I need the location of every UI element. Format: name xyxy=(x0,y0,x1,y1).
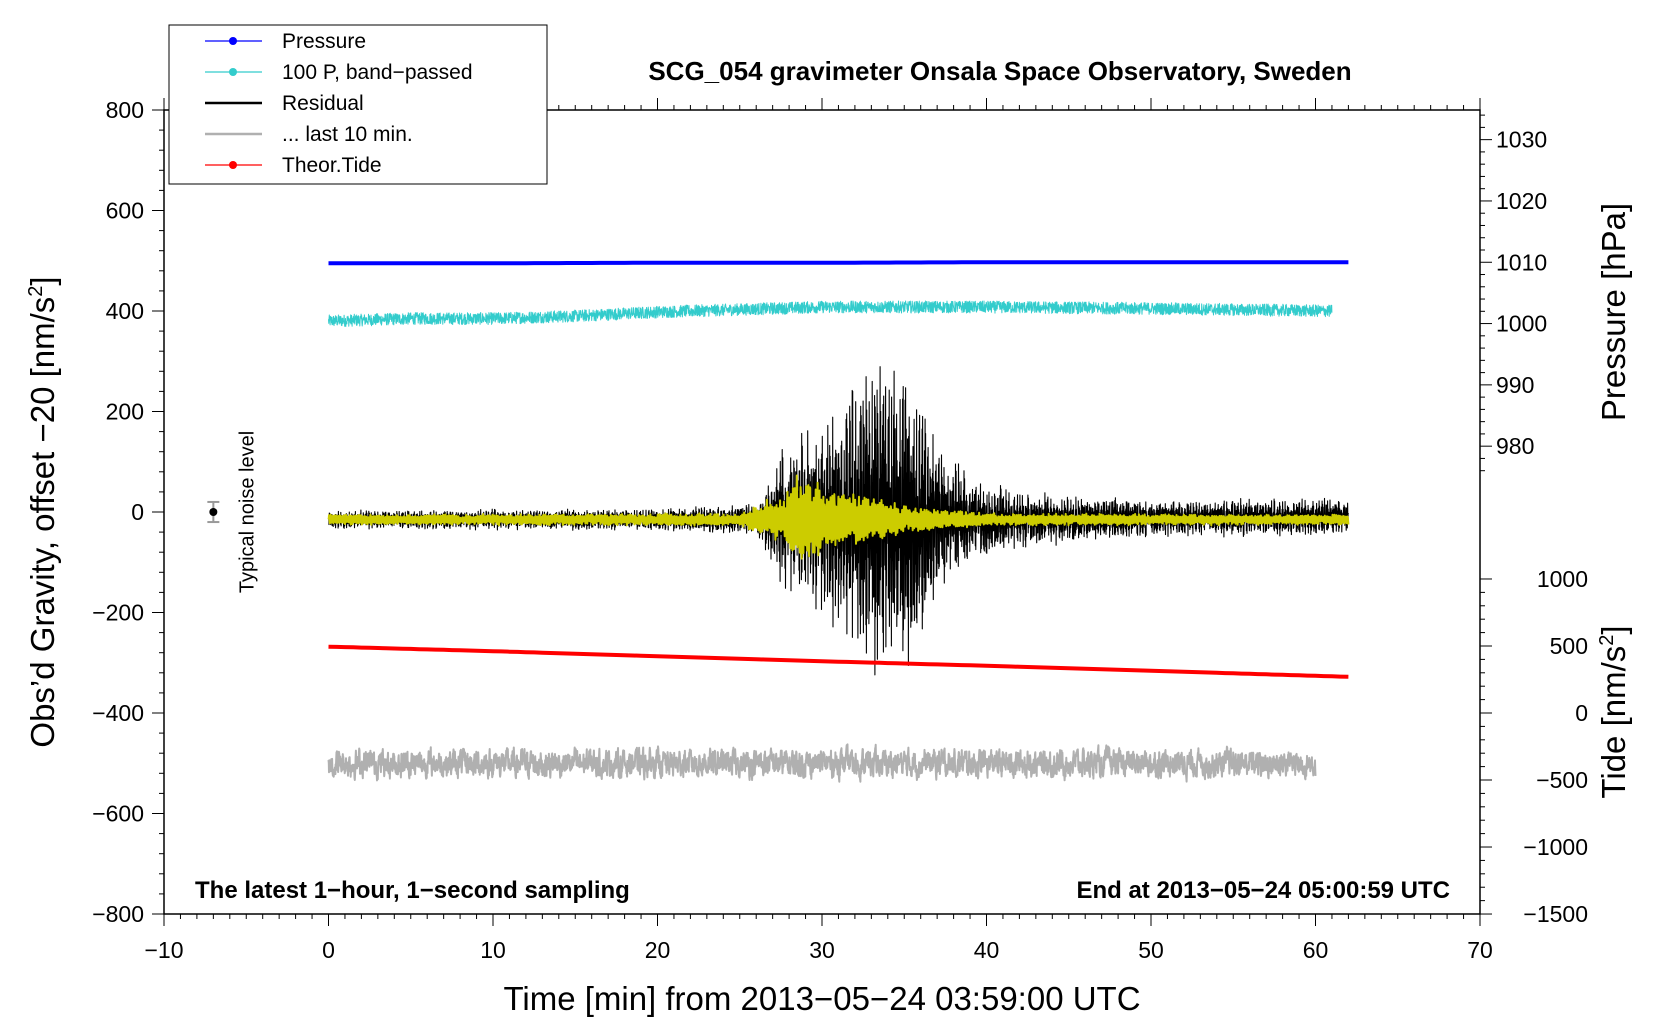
series-line-last-10-min xyxy=(327,743,1317,783)
y-axis-title: Obs’d Gravity, offset −20 [nm/s2] xyxy=(24,276,61,747)
x-tick-label: 70 xyxy=(1467,937,1493,963)
noise-point xyxy=(209,508,218,516)
chart-title: SCG_054 gravimeter Onsala Space Observat… xyxy=(648,56,1351,86)
bottom-left-note: The latest 1−hour, 1−second sampling xyxy=(195,877,630,904)
y-axis-title-main: Obs’d Gravity, offset −20 [nm/s xyxy=(24,297,61,748)
tide-axis-title-sup: 2 xyxy=(1596,635,1618,646)
x-tick-label: −10 xyxy=(144,937,183,963)
y-tick-label: −400 xyxy=(92,700,144,726)
y-tick-label: 400 xyxy=(106,298,144,324)
noise-indicator: Typical noise level xyxy=(207,431,258,593)
y-tick-label: 0 xyxy=(131,499,144,525)
series-line-band-passed-residual xyxy=(327,474,1350,560)
y-tick-label: −800 xyxy=(92,901,144,927)
legend: Pressure 100 P, band−passed Residual ... la… xyxy=(168,24,548,185)
tide-axis: 1000 500 0 −500 −1000 −1500 xyxy=(1480,566,1588,927)
legend-box xyxy=(168,24,548,185)
y-tick-label: 800 xyxy=(106,97,144,123)
pressure-tick-label: 1030 xyxy=(1496,127,1547,153)
y-tick-label: 200 xyxy=(106,399,144,425)
pressure-tick-label: 980 xyxy=(1496,433,1534,459)
noise-label: Typical noise level xyxy=(236,431,258,593)
plot-series xyxy=(327,260,1350,783)
tide-axis-title-main: Tide [nm/s xyxy=(1595,646,1632,799)
tide-tick-label: −1500 xyxy=(1523,901,1588,927)
x-tick-label: 30 xyxy=(809,937,835,963)
series-line-theor-tide xyxy=(328,644,1349,679)
x-axis-title: Time [min] from 2013−05−24 03:59:00 UTC xyxy=(503,980,1140,1017)
x-tick-label: 0 xyxy=(322,937,335,963)
y-axis-title-sup: 2 xyxy=(25,286,47,297)
legend-swatch-marker xyxy=(229,68,237,76)
pressure-axis: 1030 1020 1010 1000 990 980 xyxy=(1480,114,1547,472)
legend-label: 100 P, band−passed xyxy=(282,61,473,84)
x-tick-label: 60 xyxy=(1303,937,1329,963)
legend-swatch-marker xyxy=(229,37,237,45)
tide-axis-title: Tide [nm/s2] xyxy=(1595,625,1632,798)
x-tick-label: 40 xyxy=(974,937,1000,963)
legend-label: ... last 10 min. xyxy=(282,123,413,146)
legend-swatch-marker xyxy=(229,161,237,169)
tide-tick-label: 0 xyxy=(1575,700,1588,726)
pressure-tick-label: 990 xyxy=(1496,372,1534,398)
x-tick-label: 20 xyxy=(645,937,671,963)
bottom-right-note: End at 2013−05−24 05:00:59 UTC xyxy=(1076,877,1450,904)
y-axis-title-close: ] xyxy=(24,276,61,285)
tide-tick-label: −500 xyxy=(1536,767,1588,793)
series-line-pressure xyxy=(328,260,1349,266)
pressure-tick-label: 1020 xyxy=(1496,188,1547,214)
tide-tick-label: 1000 xyxy=(1537,566,1588,592)
y-tick-label: −600 xyxy=(92,801,144,827)
tide-tick-label: 500 xyxy=(1550,633,1588,659)
pressure-axis-title: Pressure [hPa] xyxy=(1595,203,1632,421)
x-tick-label: 10 xyxy=(480,937,506,963)
tide-tick-label: −1000 xyxy=(1523,834,1588,860)
legend-label: Pressure xyxy=(282,30,366,53)
tide-axis-title-close: ] xyxy=(1595,625,1632,634)
y-axis: 800 600 400 200 0 −200 −400 −600 −800 xyxy=(92,97,164,927)
y-tick-label: −200 xyxy=(92,600,144,626)
pressure-tick-label: 1010 xyxy=(1496,249,1547,275)
legend-label: Theor.Tide xyxy=(282,154,382,177)
x-axis: −10 0 10 20 30 40 50 60 70 xyxy=(144,98,1493,963)
pressure-tick-label: 1000 xyxy=(1496,311,1547,337)
series-line-100-p-band-passed xyxy=(328,300,1333,327)
legend-label: Residual xyxy=(282,92,364,115)
y-tick-label: 600 xyxy=(106,198,144,224)
x-tick-label: 50 xyxy=(1138,937,1164,963)
